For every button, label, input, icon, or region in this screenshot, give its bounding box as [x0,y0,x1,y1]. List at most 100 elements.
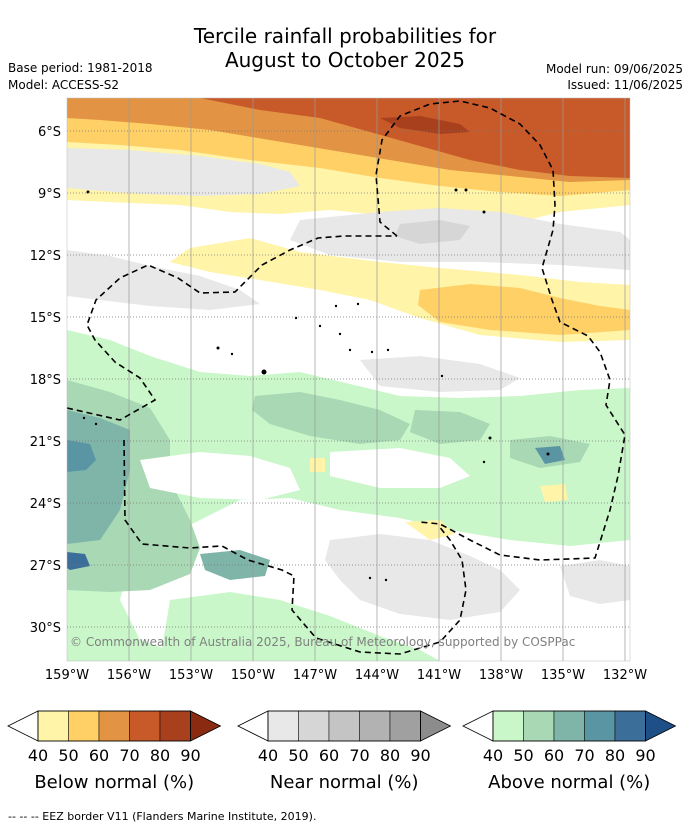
below-normal-colorbar-tick: 80 [150,746,170,765]
near-normal-colorbar-tick: 50 [288,746,308,765]
lon-label: 156°W [107,668,151,683]
near-normal-40-zone-north [67,148,300,196]
issued-label: Issued: 11/06/2025 [567,78,683,92]
islands [82,188,550,582]
eez-border-west [67,235,397,421]
below-normal-colorbar-label: Below normal (%) [34,772,194,793]
island [368,576,372,580]
near-normal-colorbar-tick: 90 [410,746,430,765]
lon-label: 135°W [541,668,585,683]
below-normal-colorbar-segment [129,710,161,742]
gridlines-lon [128,98,626,661]
above-normal-colorbar-tick: 90 [635,746,655,765]
above-normal-40-zone [67,330,630,661]
island [356,302,360,306]
below-normal-70-zone [200,98,630,178]
below-normal-colorbar-segment [37,710,69,742]
below-normal-colorbar-segment [98,710,130,742]
near-normal-colorbar-label: Near normal (%) [270,772,419,793]
island [94,422,98,426]
below-normal-40-patch-a [310,458,325,472]
island [482,210,486,214]
above-normal-colorbar-underflow [462,710,494,742]
island [334,304,338,308]
lat-label: 27°S [30,559,61,574]
near-normal-colorbar-underflow [237,710,269,742]
above-normal-colorbar-segment [492,710,524,742]
island [230,352,234,356]
island [318,324,322,328]
near-normal-40-zone-south [325,534,520,620]
near-normal-colorbar-segment [267,710,299,742]
lat-label: 24°S [30,497,61,512]
above-normal-50-zone-east [410,410,490,444]
map-panel: © Commonwealth of Australia 2025, Bureau… [67,98,630,661]
model-label: Model: ACCESS-S2 [8,78,120,92]
below-normal-colorbar-segment [68,710,100,742]
island [482,460,486,464]
near-normal-colorbar-segment [389,710,421,742]
below-normal-40-patch-b [540,484,568,502]
near-normal-colorbar-tick: 70 [349,746,369,765]
model-run-label: Model run: 09/06/2025 [545,62,683,76]
lon-label: 144°W [355,668,399,683]
below-normal-colorbar-tick: 60 [89,746,109,765]
island [440,374,444,378]
lat-label: 6°S [38,125,61,140]
eez-border-note: -- -- -- EEZ border V11 (Flanders Marine… [8,810,316,823]
lat-label: 30°S [30,621,61,636]
near-normal-colorbar-tick: 80 [380,746,400,765]
below-normal-80-zone [380,116,470,134]
above-normal-colorbar-overflow [645,710,677,742]
above-normal-colorbar-segment [523,710,555,742]
above-normal-colorbar-label: Above normal (%) [488,772,650,793]
island [546,452,550,456]
map-title-line2: August to October 2025 [224,48,466,72]
eez-border-south [123,439,467,655]
near-normal-50-zone [395,220,470,244]
island [348,348,352,352]
near-normal-colorbar-segment [298,710,330,742]
island [338,332,342,336]
near-normal-40-zone-southeast [560,560,630,604]
lon-label: 147°W [293,668,337,683]
island [261,369,267,375]
above-normal-40-zone-south [160,592,440,661]
lat-label: 12°S [30,249,61,264]
lon-label: 132°W [603,668,647,683]
island [386,348,390,352]
above-normal-50-zone-centre [252,392,410,444]
lon-label: 138°W [479,668,523,683]
below-normal-colorbar-outline [37,710,191,742]
above-normal-colorbar-tick: 50 [513,746,533,765]
lon-label: 153°W [169,668,213,683]
lon-label: 141°W [417,668,461,683]
below-normal-50-zone-patch [418,284,630,335]
above-normal-colorbar-segment [553,710,585,742]
island [384,578,388,582]
island [488,436,492,440]
above-normal-70-zone [67,440,96,472]
above-normal-colorbar-tick: 80 [605,746,625,765]
below-normal-colorbar-overflow [190,710,222,742]
near-normal-40-zone-centre [360,356,520,392]
latitude-axis: 6°S 9°S 12°S 15°S 18°S 21°S 24°S 27°S 30… [30,125,61,636]
below-normal-colorbar-tick: 50 [58,746,78,765]
island [464,188,468,192]
below-normal-colorbar-underflow [7,710,39,742]
eez-border [375,100,626,561]
map-frame [66,97,631,662]
lat-label: 15°S [30,311,61,326]
base-period-label: Base period: 1981-2018 [8,61,153,75]
island [216,346,220,350]
island [82,416,86,420]
above-normal-colorbar-outline [492,710,646,742]
above-normal-colorbar-segment [614,710,646,742]
above-normal-80-zone [67,552,90,570]
copyright-notice: © Commonwealth of Australia 2025, Bureau… [70,635,575,649]
below-normal-colorbar-tick: 90 [180,746,200,765]
map-title-line1: Tercile rainfall probabilities for [193,24,497,48]
no-dominant-tercile-zone [140,452,300,500]
above-normal-colorbar-segment [584,710,616,742]
colorbar-below-normal: 40 50 60 70 80 90 Below normal (%) [7,710,222,793]
